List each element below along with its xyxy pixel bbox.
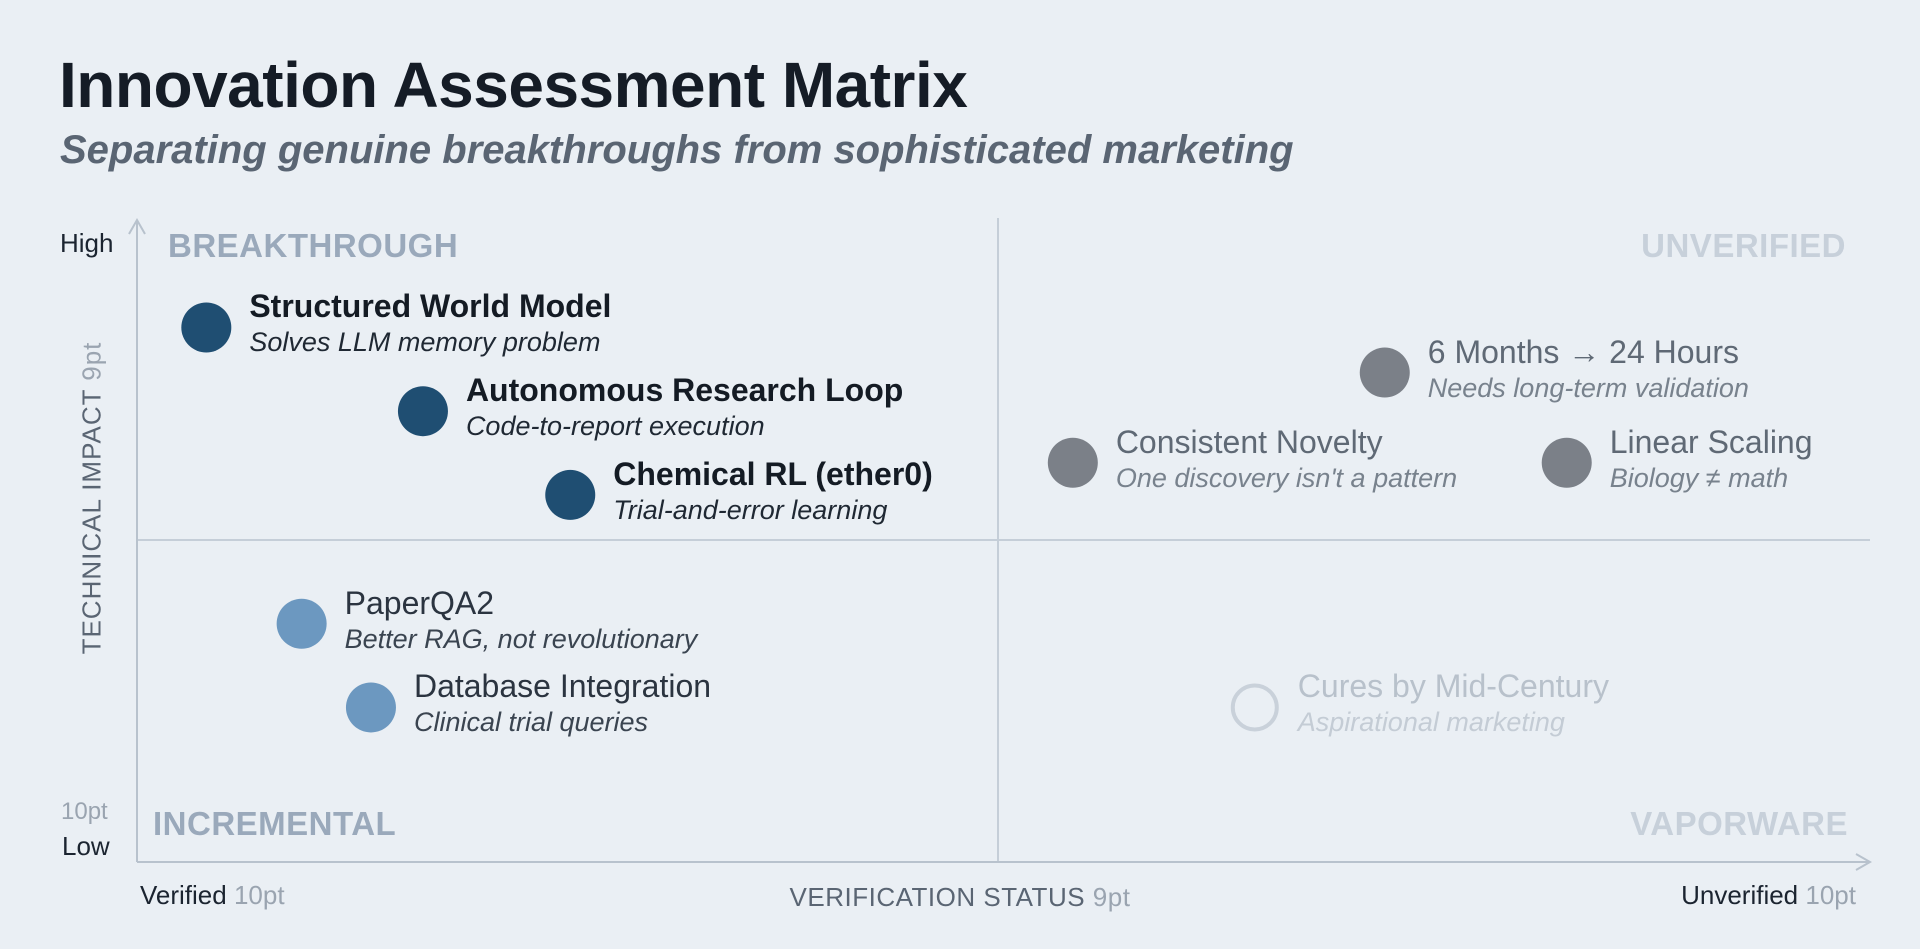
quadrant-label-unverified: UNVERIFIED — [1641, 227, 1846, 264]
x-axis-right-size: 10pt — [1805, 880, 1856, 910]
item-label-1: Autonomous Research Loop Code-to-report e… — [466, 371, 903, 443]
item-description: Better RAG, not revolutionary — [344, 623, 698, 654]
item-description: Needs long-term validation — [1427, 372, 1749, 403]
quadrant-label-vaporware: VAPORWARE — [1630, 805, 1848, 842]
item-name: Database Integration — [413, 668, 712, 705]
y-axis-low-size: 10pt — [61, 798, 108, 825]
page-subtitle: Separating genuine breakthroughs from so… — [60, 128, 1294, 172]
x-axis-title: VERIFICATION STATUS 9pt — [790, 882, 1131, 913]
item-marker-5 — [1541, 437, 1592, 488]
item-description: Trial-and-error learning — [613, 494, 888, 525]
item-description: Aspirational marketing — [1297, 707, 1565, 738]
y-axis-title-text: TECHNICAL IMPACT — [76, 388, 107, 655]
x-axis-right-label: Unverified 10pt — [1681, 880, 1856, 911]
y-axis-title: TECHNICAL IMPACT 9pt — [77, 342, 108, 655]
x-axis-title-size: 9pt — [1092, 882, 1131, 912]
item-marker-0 — [181, 302, 232, 353]
page-title: Innovation Assessment Matrix — [59, 49, 968, 121]
item-description: Solves LLM memory problem — [249, 327, 601, 358]
item-description: Biology ≠ math — [1609, 462, 1789, 493]
item-name: Chemical RL (ether0) — [613, 455, 933, 492]
quadrant-label-breakthrough: BREAKTHROUGH — [168, 227, 459, 264]
item-label-5: Linear Scaling Biology ≠ math — [1610, 423, 1813, 495]
item-name: Linear Scaling — [1609, 423, 1813, 460]
item-label-6: PaperQA2 Better RAG, not revolutionary — [345, 584, 698, 656]
item-name: Cures by Mid-Century — [1297, 668, 1609, 705]
item-label-3: 6 Months → 24 Hours Needs long-term valid… — [1428, 333, 1749, 405]
item-marker-3 — [1359, 347, 1410, 398]
item-label-4: Consistent Novelty One discovery isn't a … — [1116, 423, 1457, 495]
item-description: Clinical trial queries — [413, 707, 649, 738]
item-name: PaperQA2 — [344, 584, 495, 621]
item-label-8: Cures by Mid-Century Aspirational marketi… — [1298, 667, 1609, 739]
item-marker-6 — [276, 598, 327, 649]
item-label-7: Database Integration Clinical trial queri… — [414, 667, 711, 739]
item-marker-2 — [545, 469, 596, 520]
y-axis-high-label: High — [60, 228, 114, 258]
item-label-2: Chemical RL (ether0) Trial-and-error lear… — [613, 455, 933, 527]
x-axis-right-text: Unverified — [1681, 880, 1799, 910]
x-axis-title-text: VERIFICATION STATUS — [789, 882, 1086, 912]
x-axis-arrow — [1855, 853, 1873, 871]
y-axis-arrow — [128, 217, 146, 235]
quadrant-label-incremental: INCREMENTAL — [153, 805, 397, 842]
item-markers — [181, 302, 1592, 733]
item-marker-8 — [1230, 683, 1279, 732]
item-marker-4 — [1047, 437, 1098, 488]
item-name: Structured World Model — [249, 288, 612, 325]
y-axis-low-label: Low — [62, 831, 110, 861]
x-axis-left-text: Verified — [140, 880, 227, 910]
item-label-0: Structured World Model Solves LLM memory … — [249, 287, 611, 359]
item-marker-7 — [345, 682, 396, 733]
item-name: Consistent Novelty — [1115, 423, 1383, 460]
x-axis-left-label: Verified 10pt — [140, 880, 285, 911]
y-axis-title-size: 9pt — [76, 341, 107, 381]
x-axis-left-size: 10pt — [233, 880, 285, 910]
item-name: 6 Months → 24 Hours — [1427, 333, 1739, 370]
item-marker-1 — [397, 386, 448, 437]
item-name: Autonomous Research Loop — [465, 372, 904, 409]
item-description: One discovery isn't a pattern — [1115, 462, 1458, 493]
item-description: Code-to-report execution — [465, 411, 765, 442]
